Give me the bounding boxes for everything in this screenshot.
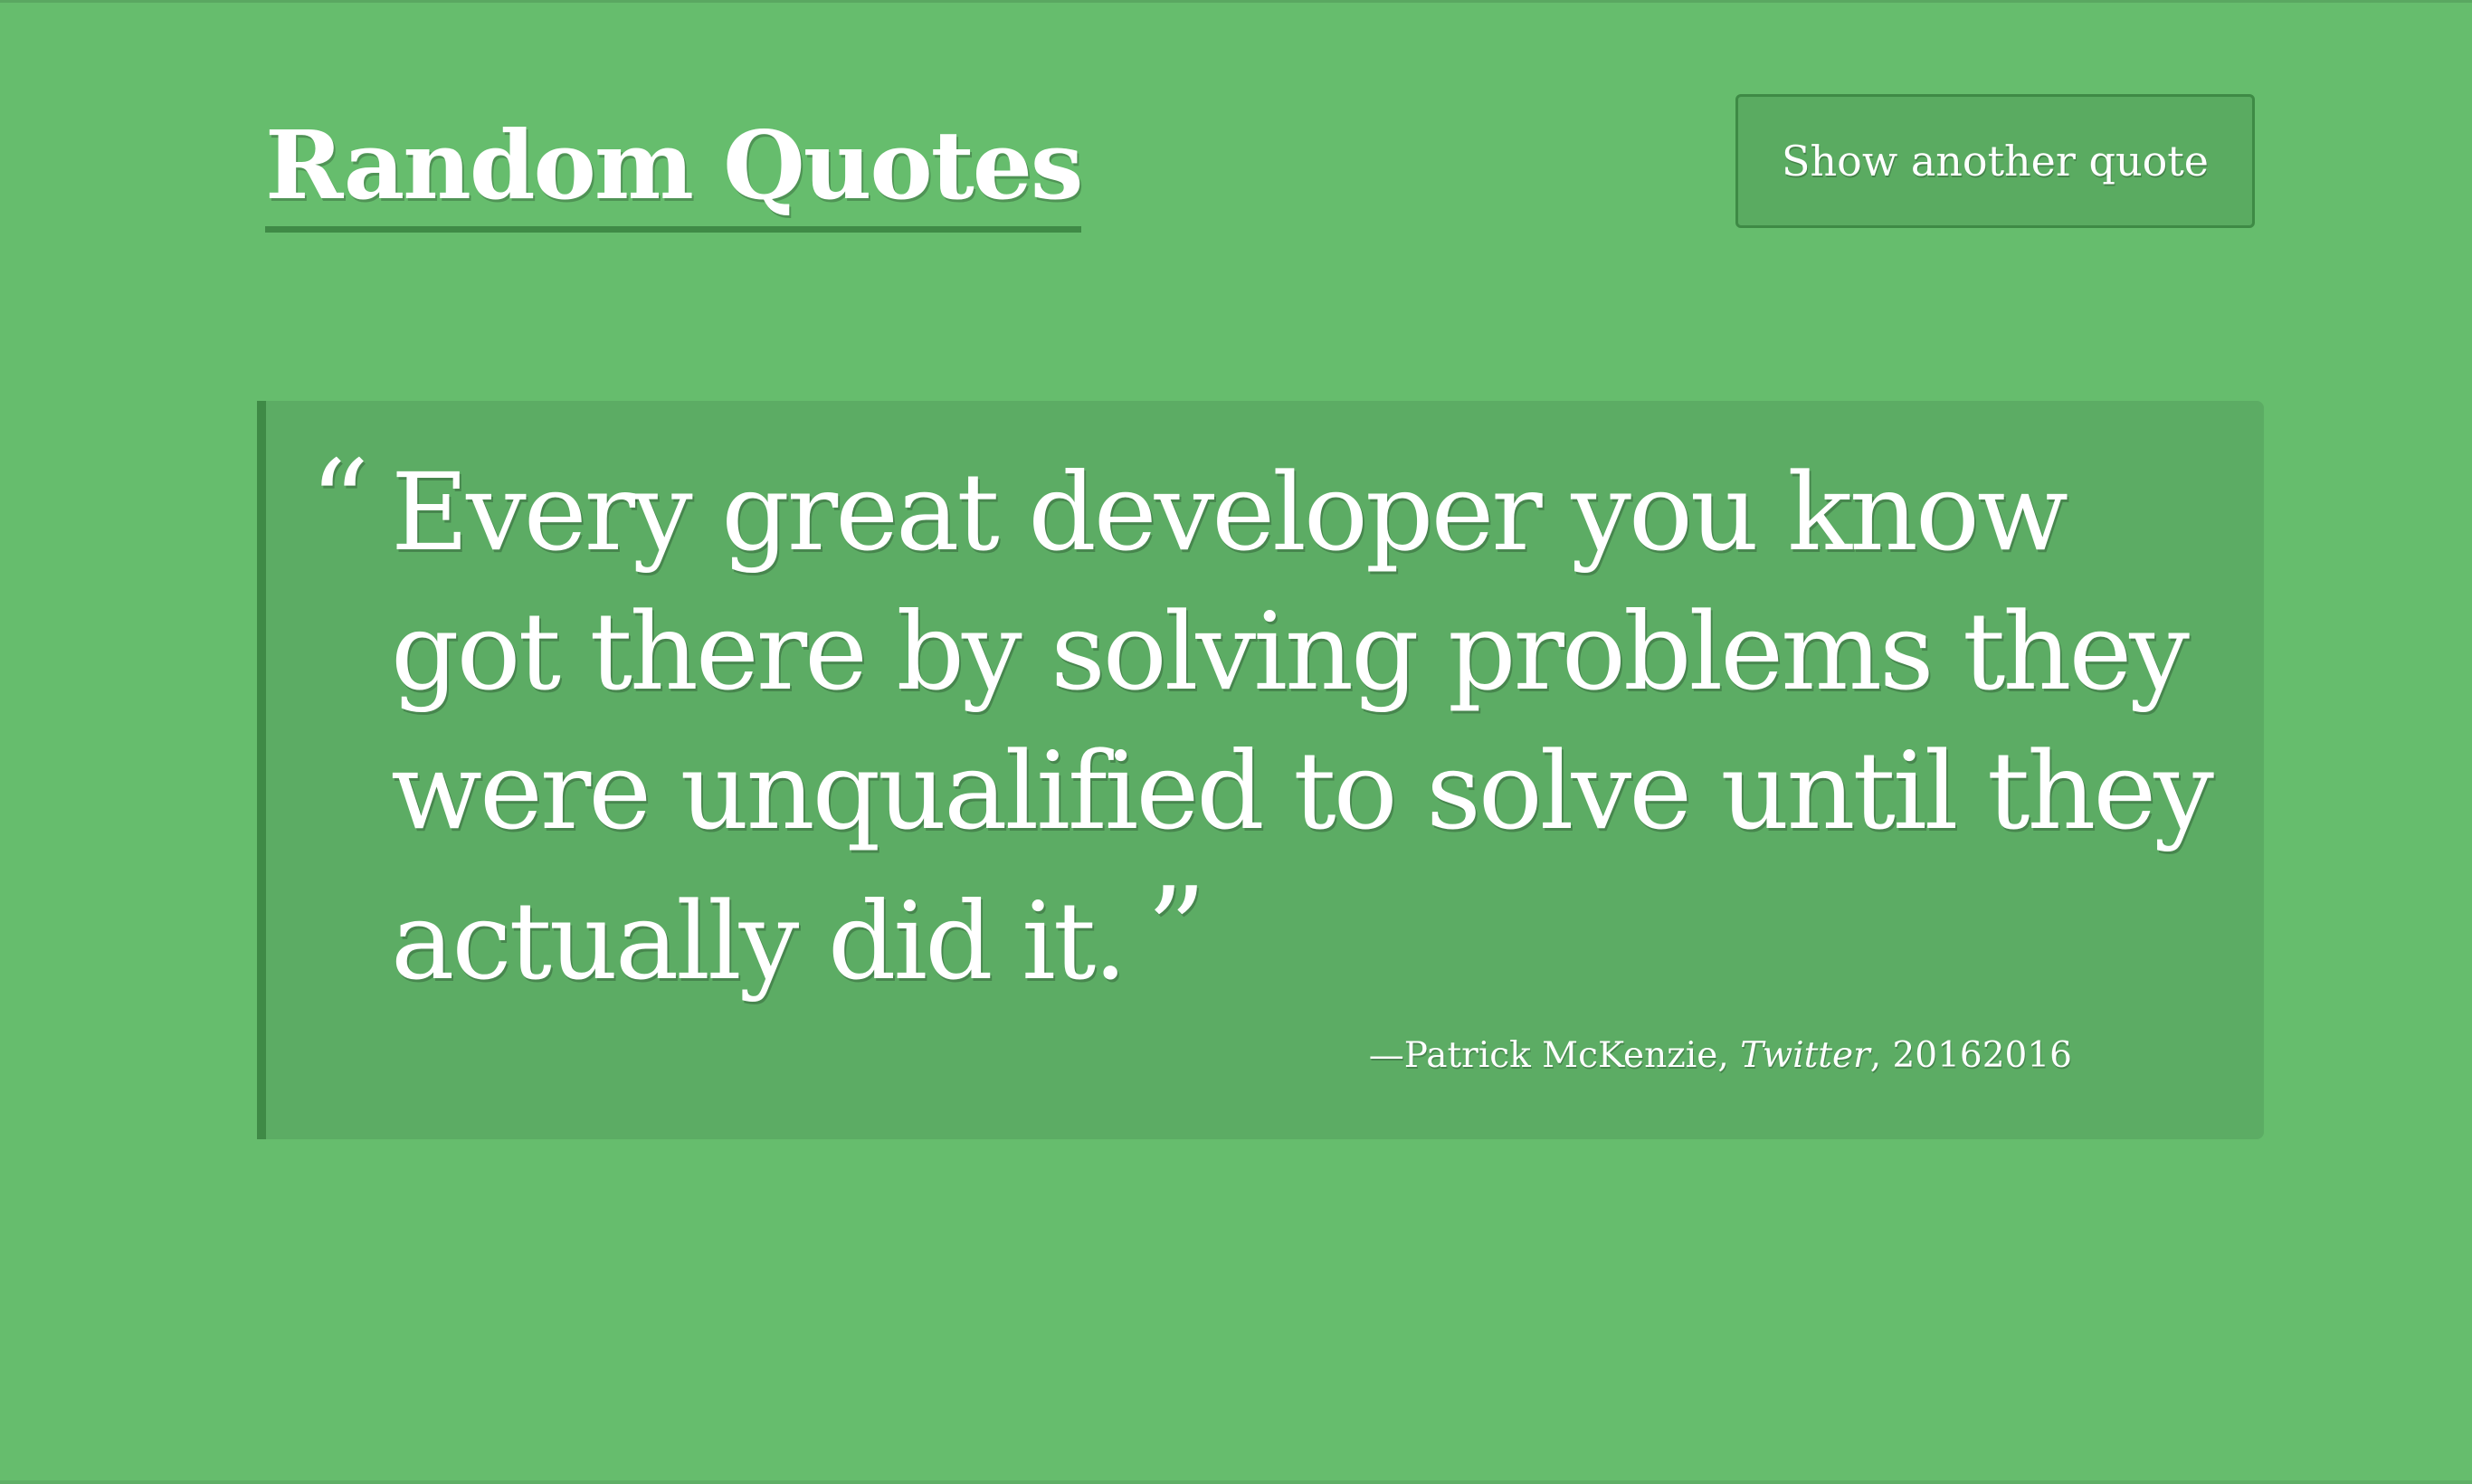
- quote-text: Every great developer you know got there…: [391, 450, 2214, 1004]
- quote-body: Every great developer you know got there…: [391, 442, 2219, 1011]
- bottom-divider: [0, 1480, 2472, 1484]
- open-quote-icon: “: [309, 434, 370, 572]
- quote-card: “ Every great developer you know got the…: [257, 401, 2264, 1139]
- attribution-dash: —: [1368, 1035, 1404, 1076]
- show-another-quote-button[interactable]: Show another quote: [1735, 94, 2255, 228]
- top-divider: [0, 0, 2472, 3]
- quote-author: Patrick McKenzie: [1403, 1035, 1718, 1076]
- quote-year: 20162016: [1892, 1035, 2072, 1076]
- page-title-link[interactable]: Random Quotes: [265, 107, 1083, 233]
- close-quote-icon: ”: [1146, 861, 1207, 999]
- quote-source: Twitter: [1740, 1035, 1870, 1076]
- quote-attribution: —Patrick McKenzie, Twitter, 20162016: [1368, 1035, 2072, 1076]
